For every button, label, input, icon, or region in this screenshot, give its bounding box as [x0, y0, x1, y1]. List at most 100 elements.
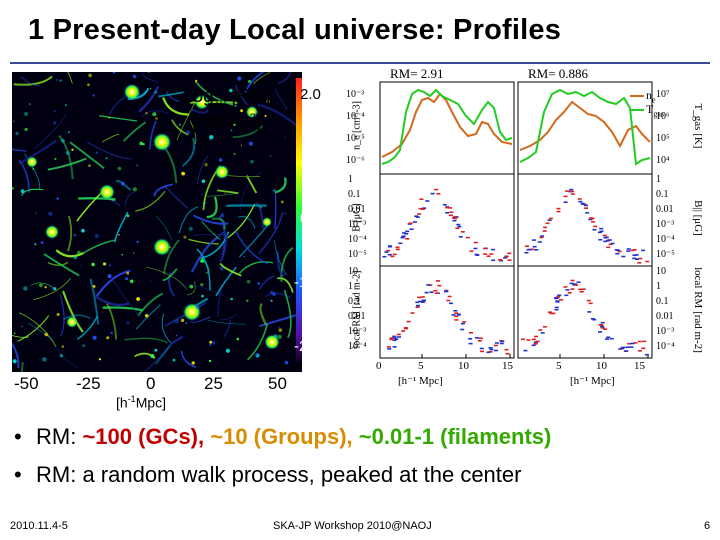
legend-tgas: Tgas — [646, 102, 665, 119]
rm-speck — [284, 360, 289, 365]
rm-speck — [53, 287, 57, 291]
bullet-dot: • — [14, 462, 22, 487]
filament-strand — [215, 266, 237, 297]
filament-strand — [114, 211, 129, 243]
rm-speck — [52, 121, 57, 125]
filament-strand — [33, 114, 67, 150]
rm-speck — [71, 148, 74, 151]
rm-speck — [183, 235, 187, 239]
row1-right-axis-label: T_gas [K] — [692, 103, 704, 149]
rm-speck — [237, 76, 242, 81]
halo-spot — [26, 156, 38, 168]
filament-strand — [188, 238, 219, 245]
rm-speck — [102, 193, 104, 196]
rm-speck — [92, 335, 97, 340]
filament-strand — [162, 268, 178, 282]
rm-speck — [248, 79, 252, 84]
rm-speck — [246, 299, 249, 302]
rm-clusters-text: ~100 (GCs), — [82, 424, 205, 449]
filament-strand — [142, 110, 169, 118]
rm-speck — [254, 113, 257, 117]
rm-speck — [126, 271, 130, 275]
filament-strand — [13, 75, 53, 86]
map-background — [12, 72, 302, 372]
rm-speck — [280, 200, 284, 204]
rm-map-svg — [0, 36, 308, 394]
rm-speck — [61, 345, 65, 348]
cbar-tick-0: 2.0 — [300, 86, 321, 103]
rm-speck — [209, 135, 214, 140]
rm-speck — [48, 211, 53, 216]
rm-speck — [145, 112, 148, 115]
map-x-tick: 0 — [146, 374, 156, 393]
rm-speck — [129, 279, 134, 284]
rm-speck — [225, 348, 230, 353]
filament-strand — [196, 248, 211, 291]
filament-strand — [274, 240, 287, 276]
filament-strand — [135, 304, 161, 330]
filament-strand — [54, 344, 79, 369]
rm-speck — [237, 93, 239, 96]
rm-speck — [13, 332, 16, 335]
rm-speck — [125, 277, 129, 281]
filament-strand — [190, 316, 211, 323]
rm-speck — [110, 331, 113, 335]
rm-speck — [88, 164, 91, 167]
filament-strand — [124, 190, 136, 207]
row2-left-axis-label: B [μG] — [351, 203, 363, 232]
rm-speck — [23, 286, 28, 291]
filament-strand — [164, 185, 189, 209]
rm-speck — [20, 189, 25, 194]
rm-speck — [136, 240, 139, 244]
ne-profile-right — [519, 100, 651, 151]
rm-speck — [121, 181, 125, 186]
filament-strand — [63, 314, 91, 320]
rm-speck — [248, 141, 253, 146]
rm-speck — [186, 130, 190, 134]
rm-speck — [257, 282, 260, 285]
rm-speck — [204, 163, 208, 167]
profile-x-tick: 0 — [376, 360, 382, 372]
filament-strand — [208, 231, 225, 247]
filament-strand — [82, 239, 116, 254]
rm-speck — [264, 114, 267, 117]
rm-speck — [188, 226, 193, 231]
rm-speck — [59, 79, 62, 82]
profile-x-tick: 5 — [418, 360, 424, 372]
rm-speck — [270, 290, 274, 294]
rm-speck — [67, 131, 71, 134]
rm-speck — [219, 266, 224, 271]
rm-speck — [102, 262, 106, 266]
filament-strand — [0, 330, 30, 338]
filament-strand — [161, 313, 172, 344]
filament-strand — [69, 141, 105, 170]
rm-speck — [34, 243, 37, 246]
rm-speck — [240, 109, 244, 113]
filament-strand — [166, 90, 180, 103]
rm-speck — [259, 206, 262, 209]
colorbar — [296, 78, 302, 362]
filament-strand — [274, 89, 288, 110]
halo-spots — [11, 70, 289, 365]
filament-strand — [238, 261, 274, 275]
map-x-tick: 50 — [268, 374, 287, 393]
left-panel-header: RM= 2.91 — [390, 66, 444, 81]
map-x-tick: 25 — [204, 374, 223, 393]
filament-strand — [55, 249, 84, 258]
filament-strand — [234, 230, 268, 265]
rm-speck — [133, 252, 135, 254]
filament-strand — [232, 125, 264, 139]
rm-speck — [240, 144, 242, 146]
filament-strand — [258, 212, 284, 255]
rm-speck — [284, 212, 287, 215]
bullet-list: • RM: ~100 (GCs), ~10 (Groups), ~0.01-1 (… — [14, 424, 551, 500]
rm-speck — [65, 104, 67, 107]
rm-speck — [208, 359, 212, 363]
rm-speck — [132, 187, 137, 192]
rm-speck — [53, 110, 56, 113]
rm-speck — [55, 78, 58, 81]
filament-strand — [171, 119, 189, 136]
rm-speck — [250, 159, 255, 164]
rm-speck — [42, 357, 47, 362]
footer-page-number: 6 — [704, 520, 711, 532]
